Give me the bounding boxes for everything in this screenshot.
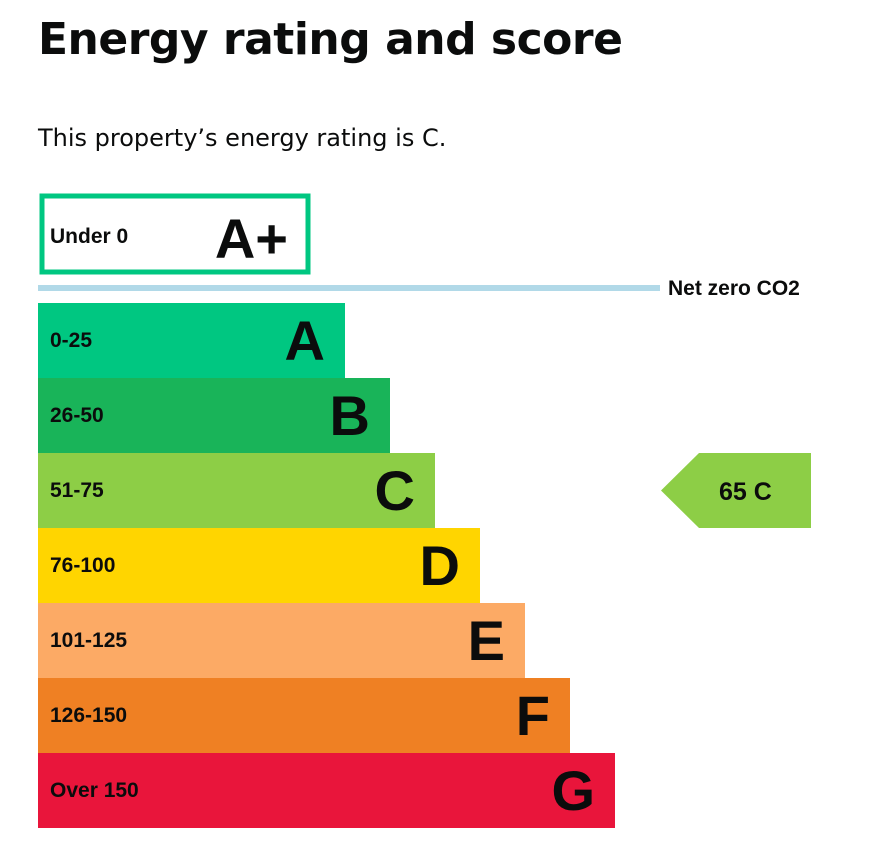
band-g-range: Over 150	[50, 779, 139, 802]
band-d-range: 76-100	[50, 554, 115, 577]
current-rating-label: 65 C	[719, 478, 772, 506]
current-rating-arrow	[661, 453, 811, 528]
band-b-bar	[38, 378, 390, 453]
band-a-plus-letter: A+	[215, 207, 288, 270]
band-c-letter: C	[375, 459, 415, 522]
page-title: Energy rating and score	[38, 14, 623, 65]
band-e-range: 101-125	[50, 629, 127, 652]
band-e-bar	[38, 603, 525, 678]
net-zero-label: Net zero CO2	[668, 277, 800, 300]
band-b-letter: B	[330, 384, 370, 447]
band-a-plus-range: Under 0	[50, 225, 128, 248]
band-a-letter: A	[285, 309, 325, 372]
band-e-letter: E	[468, 609, 505, 672]
band-f-bar	[38, 678, 570, 753]
band-d-letter: D	[420, 534, 460, 597]
band-c-bar	[38, 453, 435, 528]
band-d-bar	[38, 528, 480, 603]
band-f-range: 126-150	[50, 704, 127, 727]
band-b-range: 26-50	[50, 404, 104, 427]
band-a-plus-bar	[39, 193, 311, 275]
band-a-bar	[38, 303, 345, 378]
band-c-range: 51-75	[50, 479, 104, 502]
band-g-bar	[38, 753, 615, 828]
band-g-letter: G	[551, 759, 595, 822]
band-a-range: 0-25	[50, 329, 92, 352]
band-f-letter: F	[516, 684, 550, 747]
rating-summary: This property’s energy rating is C.	[38, 124, 447, 152]
